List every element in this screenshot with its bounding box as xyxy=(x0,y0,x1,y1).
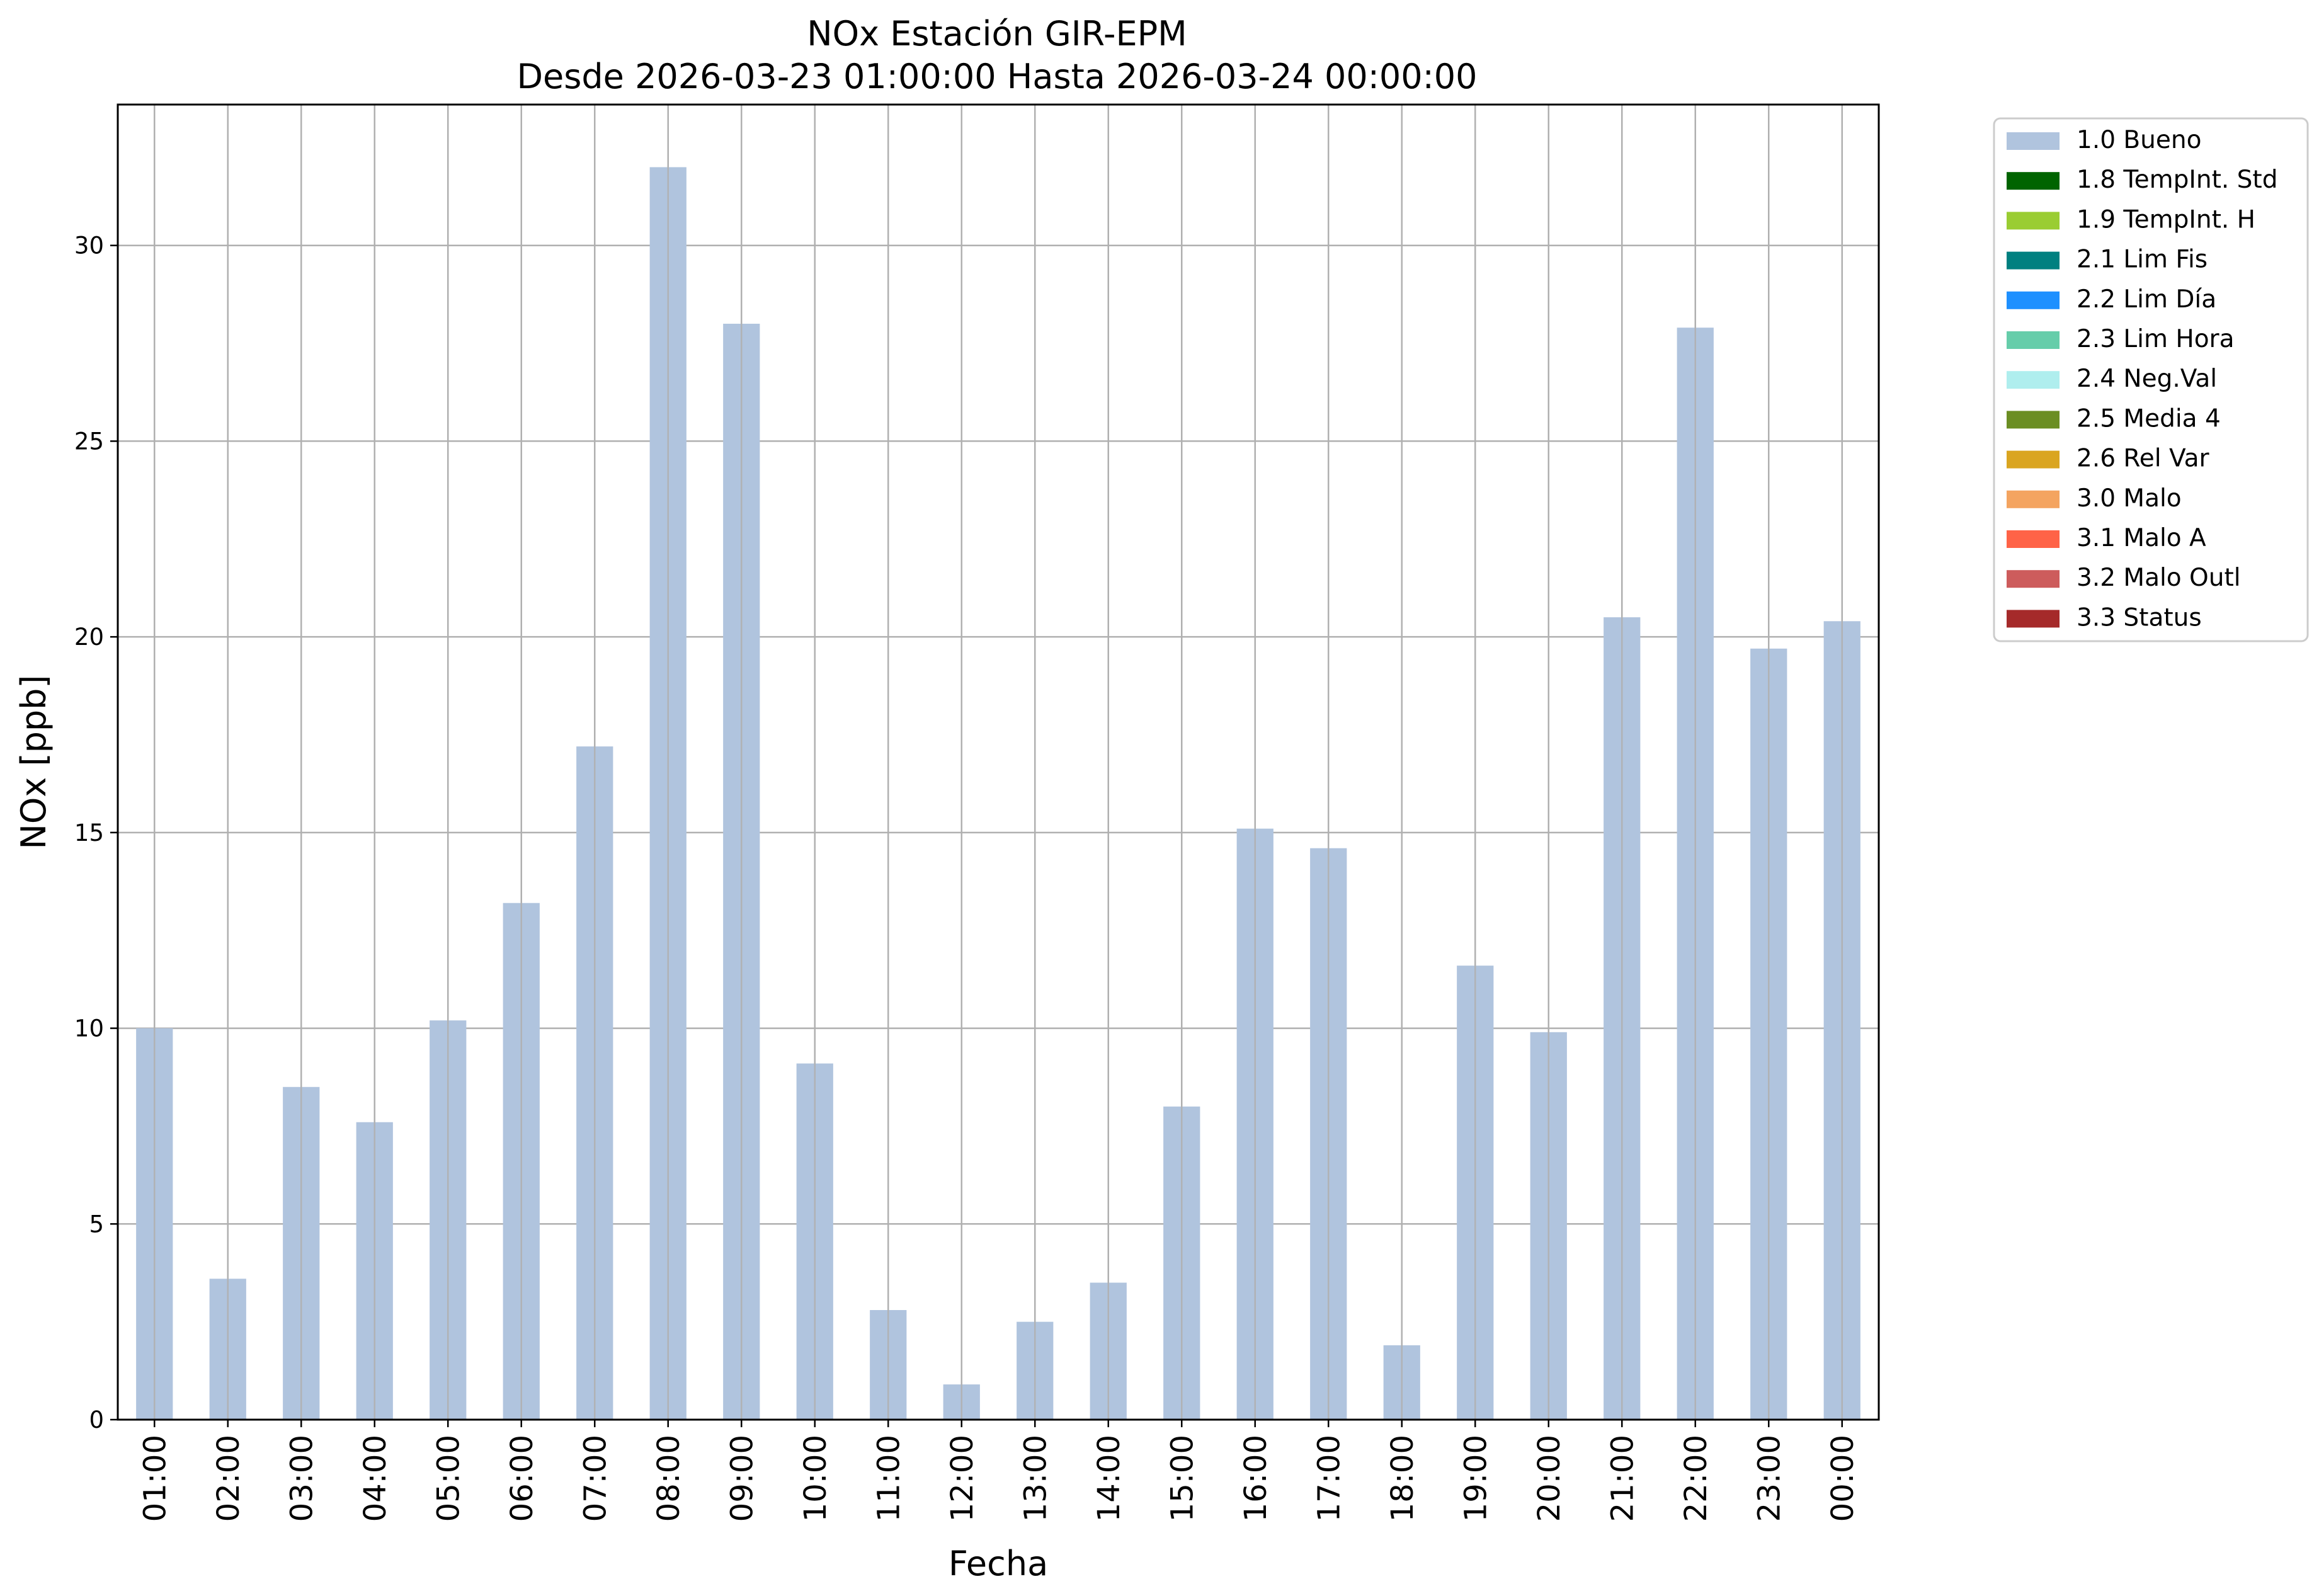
plot-frame xyxy=(117,103,1880,1421)
x-tick-label: 14:00 xyxy=(1091,1435,1127,1522)
x-tick-label: 13:00 xyxy=(1018,1435,1053,1522)
legend-swatch xyxy=(2007,132,2060,150)
legend-entry-label: 2.3 Lim Hora xyxy=(2077,325,2235,353)
x-tick-label: 16:00 xyxy=(1238,1435,1273,1522)
x-tick-label: 07:00 xyxy=(578,1435,613,1522)
y-tick-label: 15 xyxy=(74,819,104,846)
x-tick-label: 06:00 xyxy=(504,1435,540,1522)
x-tick-label: 10:00 xyxy=(798,1435,833,1522)
legend-entry-label: 3.2 Malo Outl xyxy=(2077,564,2241,592)
legend-swatch xyxy=(2007,212,2060,230)
x-tick-label: 22:00 xyxy=(1678,1435,1714,1522)
x-tick-label: 20:00 xyxy=(1532,1435,1567,1522)
legend-swatch xyxy=(2007,610,2060,628)
legend-entry-label: 2.2 Lim Día xyxy=(2077,285,2216,314)
legend-box xyxy=(1993,117,2309,642)
legend-swatch xyxy=(2007,331,2060,349)
legend-swatch xyxy=(2007,251,2060,270)
x-tick-label: 17:00 xyxy=(1311,1435,1347,1522)
y-tick-label: 0 xyxy=(89,1406,104,1434)
legend-entry-label: 1.8 TempInt. Std xyxy=(2077,166,2277,194)
x-tick-label: 12:00 xyxy=(945,1435,980,1522)
y-tick-label: 5 xyxy=(89,1211,104,1238)
x-tick-label: 05:00 xyxy=(431,1435,466,1522)
x-axis-ticks: 01:00 02:00 03:00 04:00 05:00 06:00 07:00 08:00… xyxy=(137,1420,1860,1522)
legend: 1.0 Bueno 1.8 TempInt. Std 1.9 TempInt. H 2… xyxy=(1993,117,2309,642)
legend-swatch xyxy=(2007,570,2060,588)
x-tick-label: 18:00 xyxy=(1385,1435,1420,1522)
bars xyxy=(136,105,1860,1420)
legend-swatch xyxy=(2007,530,2060,548)
legend-swatch xyxy=(2007,450,2060,469)
legend-entry-label: 2.4 Neg.Val xyxy=(2077,365,2217,393)
x-tick-label: 08:00 xyxy=(651,1435,687,1522)
y-tick-label: 20 xyxy=(74,624,104,651)
legend-entry-label: 1.0 Bueno xyxy=(2077,126,2201,154)
legend-swatch xyxy=(2007,291,2060,309)
y-axis-ticks: 0 5 10 15 20 25 30 xyxy=(74,232,118,1434)
y-tick-label: 10 xyxy=(74,1015,104,1042)
legend-swatch xyxy=(2007,172,2060,190)
x-tick-label: 19:00 xyxy=(1458,1435,1493,1522)
legend-entry-label: 1.9 TempInt. H xyxy=(2077,205,2255,234)
legend-entry-label: 3.3 Status xyxy=(2077,603,2202,632)
x-tick-label: 04:00 xyxy=(358,1435,393,1522)
x-tick-label: 02:00 xyxy=(211,1435,246,1522)
x-tick-label: 11:00 xyxy=(871,1435,906,1522)
legend-swatch xyxy=(2007,371,2060,389)
x-tick-label: 15:00 xyxy=(1165,1435,1200,1522)
chart-title-line-1: NOx Estación GIR-EPM xyxy=(807,14,1187,54)
y-axis-label: NOx [ppb] xyxy=(14,675,54,850)
legend-swatch xyxy=(2007,411,2060,429)
x-tick-label: 09:00 xyxy=(724,1435,760,1522)
legend-entry-label: 2.6 Rel Var xyxy=(2077,445,2210,473)
x-tick-label: 03:00 xyxy=(284,1435,319,1522)
legend-entry-label: 3.0 Malo xyxy=(2077,484,2182,513)
legend-entry-label: 2.5 Media 4 xyxy=(2077,404,2221,433)
x-tick-label: 01:00 xyxy=(137,1435,173,1522)
y-tick-label: 25 xyxy=(74,428,104,455)
x-tick-label: 23:00 xyxy=(1752,1435,1787,1522)
y-tick-label: 30 xyxy=(74,232,104,259)
legend-entry-label: 3.1 Malo A xyxy=(2077,524,2206,552)
x-tick-label: 00:00 xyxy=(1825,1435,1860,1522)
legend-swatch xyxy=(2007,490,2060,508)
legend-entry-label: 2.1 Lim Fis xyxy=(2077,246,2208,274)
x-tick-label: 21:00 xyxy=(1605,1435,1640,1522)
x-axis-label: Fecha xyxy=(949,1544,1048,1583)
chart-title-line-2: Desde 2026-03-23 01:00:00 Hasta 2026-03-… xyxy=(516,57,1477,96)
